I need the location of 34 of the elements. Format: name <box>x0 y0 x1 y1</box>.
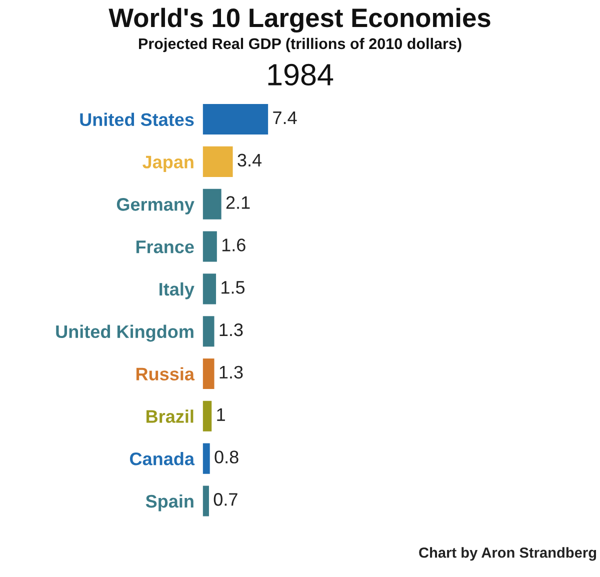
data-label: 2.1 <box>226 196 250 209</box>
text: Projected Real GDP (trillions of 2010 dollars) <box>139 38 462 52</box>
bar <box>202 443 210 474</box>
data-label: 1.3 <box>220 366 243 379</box>
y-tick-label: France <box>136 240 194 254</box>
data-label: 0.8 <box>214 450 238 464</box>
y-tick-label: Russia <box>136 367 195 380</box>
y-tick-label: Japan <box>142 156 194 172</box>
y-tick-label: United Kingdom <box>56 324 194 342</box>
bar <box>202 231 217 262</box>
y-tick-label: Spain <box>146 494 194 512</box>
bar <box>202 316 214 347</box>
bar <box>202 104 268 135</box>
data-label: 3.4 <box>238 154 262 167</box>
bar <box>202 486 209 516</box>
text: Chart by Aron Strandberg <box>419 547 596 561</box>
data-label: 1.3 <box>220 323 243 336</box>
y-tick-label: Brazil <box>146 410 194 423</box>
data-label: 1.5 <box>222 281 245 294</box>
data-label: 0.7 <box>214 493 238 506</box>
bar <box>202 146 233 177</box>
data-label: 1.6 <box>222 238 246 252</box>
bar <box>202 274 216 304</box>
y-tick-label: Canada <box>130 452 195 466</box>
y-tick-label: Germany <box>116 198 194 214</box>
bar <box>202 400 212 432</box>
data-label: 7.4 <box>273 112 297 124</box>
y-tick-label: United States <box>80 112 194 126</box>
text: 1984 <box>268 64 334 86</box>
bar <box>202 188 222 220</box>
chart-title: World's 10 Largest Economies <box>108 8 490 33</box>
data-label: 1 <box>217 408 225 421</box>
bar <box>202 358 214 390</box>
y-tick-label: Italy <box>160 282 194 300</box>
